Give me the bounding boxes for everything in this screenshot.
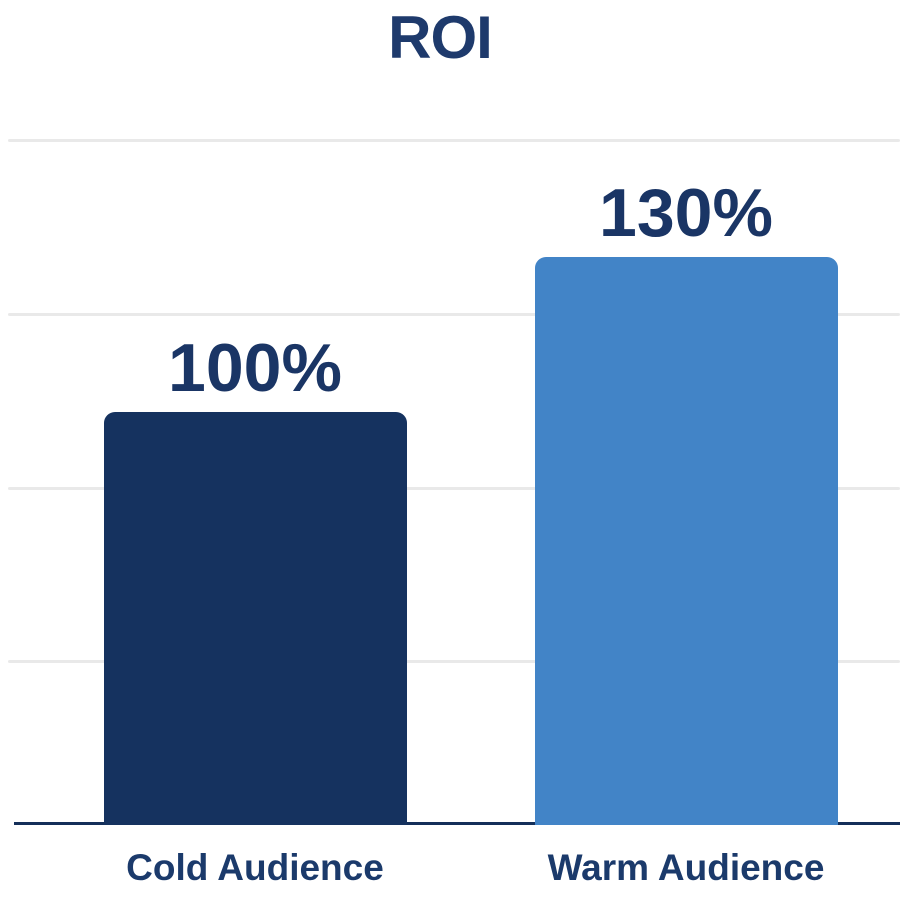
bar-warm-audience (534, 257, 838, 825)
gridline (8, 660, 900, 663)
value-label-cold-audience: 100% (168, 330, 342, 406)
value-label-warm-audience: 130% (599, 175, 773, 251)
x-axis-baseline (14, 822, 900, 825)
gridline (8, 313, 900, 316)
gridline (8, 487, 900, 490)
category-label-cold-audience: Cold Audience (126, 847, 384, 888)
chart-title: ROI (388, 4, 493, 71)
category-label-warm-audience: Warm Audience (547, 847, 825, 888)
gridline (8, 139, 900, 142)
bar-cold-audience (103, 412, 407, 825)
